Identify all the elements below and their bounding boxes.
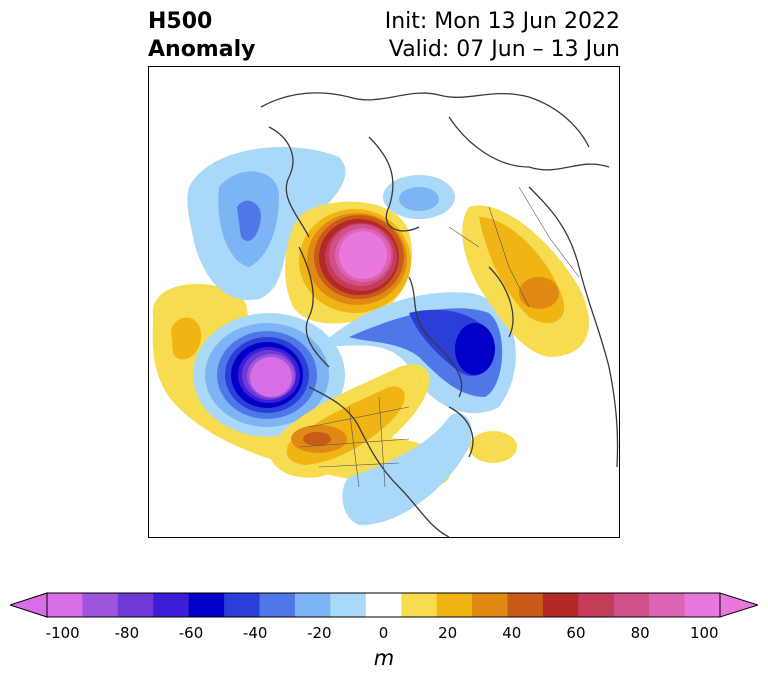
eastern-us-trough — [342, 413, 472, 526]
colorbar-segment — [684, 593, 721, 617]
valid-time: Valid: 07 Jun – 13 Jun — [388, 37, 620, 62]
colorbar-tick-label: 20 — [438, 624, 458, 642]
map-panel — [148, 66, 620, 538]
colorbar-segment — [224, 593, 261, 617]
colorbar-segment — [117, 593, 154, 617]
colorbar-min-extend — [10, 592, 48, 618]
colorbar-tick-label: -40 — [242, 624, 268, 642]
colorbar-segment — [472, 593, 508, 617]
colorbar-segment — [507, 593, 544, 617]
anomaly-map — [152, 92, 619, 537]
colorbar-segment — [153, 593, 190, 617]
colorbar-segment — [436, 593, 473, 617]
western-russia-ridge — [462, 205, 589, 357]
arctic-trough — [319, 292, 516, 414]
colorbar — [10, 592, 758, 618]
central-us-ridge — [268, 364, 430, 478]
colorbar-segment — [82, 593, 119, 617]
colorbar-outline — [46, 592, 721, 618]
colorbar-segments — [47, 593, 721, 617]
coastlines — [260, 92, 619, 537]
gulf-of-alaska-trough — [193, 313, 345, 437]
colorbar-tick-label: 0 — [378, 624, 389, 642]
colorbar-tick-label: 80 — [630, 624, 650, 642]
bering-trough — [187, 147, 346, 301]
title-field: Anomaly — [148, 37, 256, 62]
colorbar-segment — [365, 593, 402, 617]
colorbar-segment — [578, 593, 615, 617]
colorbar-max-extend — [719, 592, 758, 618]
colorbar-segment — [542, 593, 579, 617]
colorbar-segment — [613, 593, 650, 617]
colorbar-tick-label: -60 — [178, 624, 204, 642]
colorbar-segment — [259, 593, 296, 617]
init-time: Init: Mon 13 Jun 2022 — [384, 9, 620, 34]
colorbar-segment — [47, 593, 83, 617]
atlantic-ridge — [469, 431, 517, 463]
colorbar-tick-label: -80 — [114, 624, 140, 642]
barents-trough — [383, 175, 455, 219]
colorbar-segment — [188, 593, 225, 617]
colorbar-tick-label: 60 — [566, 624, 586, 642]
colorbar-unit-label: m — [373, 646, 395, 670]
colorbar-tick-label: -20 — [307, 624, 332, 642]
title-right: Init: Mon 13 Jun 2022 Valid: 07 Jun – 13… — [385, 8, 620, 64]
greenland-ridge — [285, 201, 412, 324]
title-variable: H500 — [148, 9, 213, 34]
colorbar-tick-label: 40 — [502, 624, 522, 642]
colorbar-segment — [649, 593, 686, 617]
colorbar-tick-label: 100 — [689, 624, 719, 642]
colorbar-segment — [401, 593, 438, 617]
colorbar-segment — [330, 593, 367, 617]
colorbar-tick-label: -100 — [45, 624, 80, 642]
title-left: H500 Anomaly — [148, 8, 255, 64]
borders — [298, 186, 580, 488]
colorbar-segment — [294, 593, 331, 617]
